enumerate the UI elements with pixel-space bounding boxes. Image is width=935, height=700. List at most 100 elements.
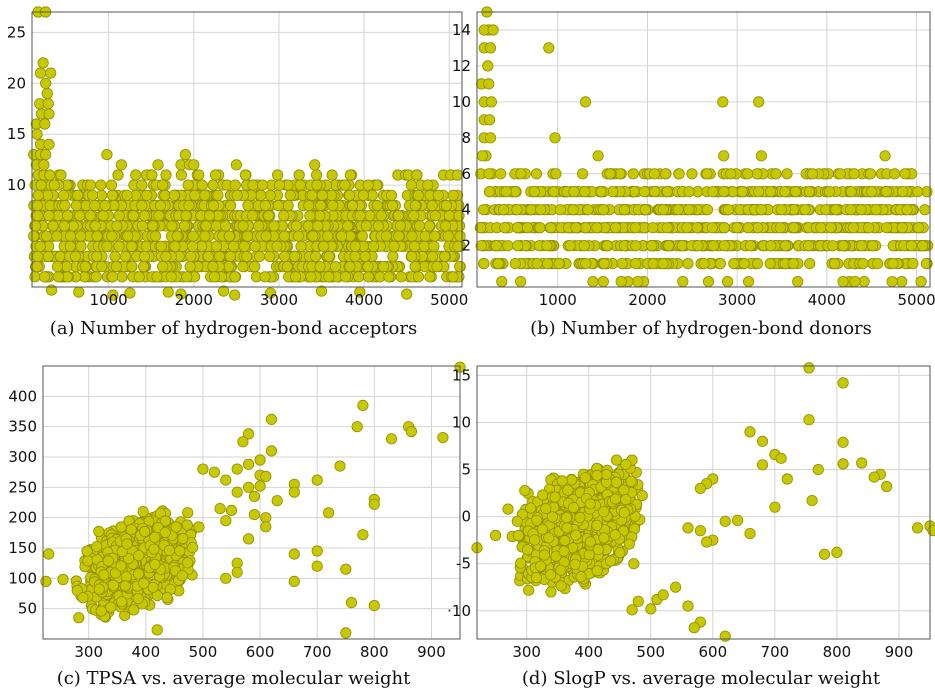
- y-tick-label-c-0: 50: [18, 600, 37, 618]
- point-c-1419: [170, 521, 182, 533]
- point-b-478: [731, 222, 743, 234]
- point-a-347: [323, 250, 335, 262]
- point-a-332: [264, 250, 276, 262]
- point-a-799: [178, 220, 191, 232]
- point-a-1334: [193, 169, 205, 181]
- point-a-357: [91, 250, 103, 262]
- point-a-87: [305, 271, 317, 283]
- point-c-1511: [254, 454, 266, 466]
- point-a-528: [367, 240, 380, 252]
- point-a-1306: [136, 179, 148, 191]
- point-b-829: [718, 186, 730, 198]
- point-b-655: [901, 204, 913, 216]
- point-b-922: [579, 96, 592, 108]
- point-a-51: [106, 271, 119, 283]
- point-b-250: [744, 240, 756, 252]
- y-tick-label-b-1: 4: [461, 201, 471, 219]
- point-b-494: [774, 222, 786, 234]
- point-c-1520: [254, 480, 266, 492]
- point-b-649: [701, 204, 713, 216]
- point-b-132: [531, 257, 543, 270]
- caption-a: (a) Number of hydrogen-bond acceptors: [49, 318, 418, 339]
- point-b-499: [570, 222, 582, 234]
- point-a-1217: [284, 189, 296, 201]
- point-c-1492: [139, 525, 151, 538]
- point-b-909: [648, 168, 660, 180]
- point-a-625: [106, 230, 118, 242]
- point-b-99: [698, 257, 710, 270]
- point-b-136: [598, 257, 610, 270]
- point-a-1318: [112, 169, 124, 181]
- point-b-302: [630, 240, 642, 252]
- point-a-807: [413, 220, 426, 232]
- point-b-675: [722, 204, 734, 216]
- point-b-932: [592, 150, 604, 162]
- point-a-1355: [43, 138, 55, 150]
- point-a-1265: [196, 179, 208, 191]
- point-b-107: [871, 257, 884, 270]
- point-a-100: [133, 271, 145, 283]
- point-a-1324: [44, 169, 56, 181]
- point-a-1322: [239, 169, 251, 181]
- point-c-1532: [322, 507, 335, 519]
- point-a-931: [443, 210, 455, 222]
- point-c-1497: [148, 543, 160, 555]
- point-c-1533: [248, 509, 260, 521]
- x-tick-label-c-3: 600: [246, 643, 275, 661]
- point-b-137: [492, 257, 504, 270]
- point-c-1550: [151, 624, 163, 636]
- point-a-320: [253, 250, 266, 262]
- point-a-1339: [130, 169, 142, 181]
- point-a-664: [91, 230, 103, 242]
- point-a-1321: [160, 169, 172, 181]
- point-b-837: [568, 186, 580, 198]
- point-c-1495: [98, 569, 110, 581]
- point-a-648: [64, 230, 77, 242]
- point-a-1378: [218, 285, 230, 297]
- point-b-875: [660, 168, 672, 180]
- point-a-1360: [38, 159, 50, 171]
- point-a-1361: [101, 149, 113, 161]
- point-a-1237: [432, 189, 444, 201]
- point-b-308: [718, 240, 730, 252]
- point-a-345: [32, 250, 44, 262]
- point-c-1527: [271, 495, 283, 507]
- point-a-235: [207, 260, 219, 273]
- point-a-224: [377, 260, 390, 273]
- point-a-1292: [247, 179, 259, 191]
- point-b-133: [728, 257, 740, 270]
- point-b-488: [880, 222, 893, 234]
- point-a-1205: [121, 189, 133, 201]
- point-b-272: [475, 240, 487, 252]
- point-a-1272: [405, 179, 417, 191]
- point-b-490: [742, 222, 754, 234]
- x-tick-label-b-1: 2000: [628, 291, 666, 309]
- point-b-298: [779, 240, 792, 252]
- point-a-1289: [362, 179, 374, 191]
- point-c-1303: [125, 524, 137, 536]
- point-c-1507: [437, 432, 449, 444]
- point-b-665: [870, 204, 882, 216]
- point-a-658: [322, 230, 334, 242]
- point-a-233: [126, 260, 138, 273]
- point-b-740: [921, 186, 933, 198]
- point-b-897: [770, 168, 782, 180]
- point-b-453: [815, 222, 827, 234]
- point-c-1470: [122, 553, 135, 565]
- point-b-221: [601, 240, 613, 252]
- point-a-63: [90, 271, 102, 283]
- point-a-374: [241, 250, 253, 262]
- y-tick-label-a-2: 20: [7, 74, 26, 92]
- x-tick-label-a-1: 2000: [175, 291, 213, 309]
- point-b-497: [896, 222, 908, 234]
- point-c-1514: [197, 463, 209, 475]
- point-a-500: [75, 240, 87, 252]
- y-tick-label-a-0: 10: [7, 176, 26, 194]
- point-b-661: [639, 204, 651, 216]
- point-a-523: [101, 240, 113, 252]
- point-b-290: [803, 240, 815, 252]
- point-a-979: [392, 210, 405, 222]
- point-c-1398: [91, 541, 103, 553]
- point-a-1348: [41, 87, 53, 100]
